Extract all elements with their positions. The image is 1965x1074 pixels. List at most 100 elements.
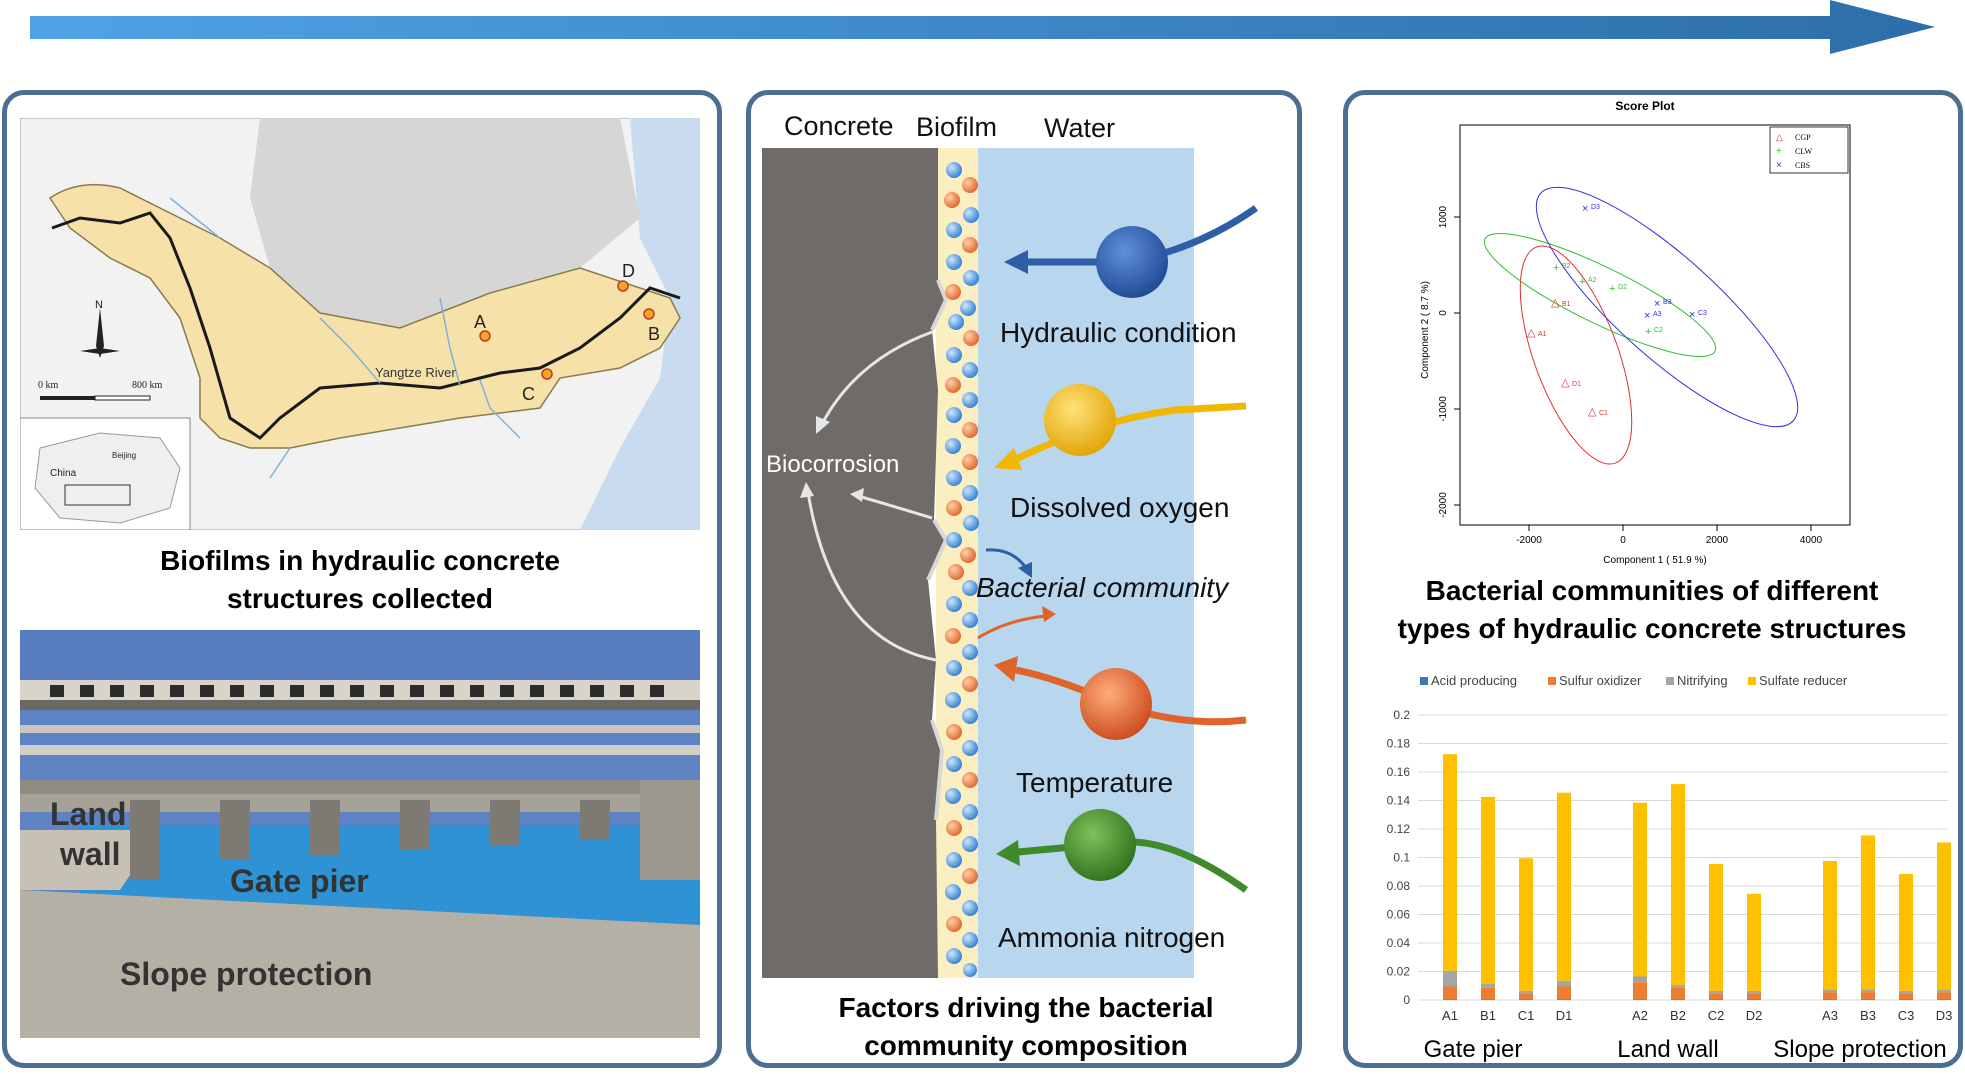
community-arrows [977,548,1056,640]
site-label-c: C [522,384,535,404]
score-plot-ylabel: Component 2 ( 8.7 %) [1420,281,1431,379]
bar-segment-sulfur-oxidizer-a1 [1443,986,1457,1000]
y-tick-label: 0.1 [1393,851,1410,865]
y-tick-label: 0.14 [1387,794,1411,808]
svg-text:B3: B3 [1663,299,1672,306]
bar-segment-acid-producing-a2 [1633,999,1647,1000]
bar-segment-acid-producing-d1 [1557,999,1571,1000]
bar-segment-sulfate-reducer-c1 [1519,858,1533,991]
site-marker-d [617,280,629,292]
oxygen-sphere-icon [1044,384,1116,456]
yangtze-river-line [51,211,681,440]
x-tick-4: 4000 [1800,535,1823,546]
bar-x-ticks: A1 B1 C1 D1 A2 B2 C2 D2 A3 B3 C3 D3 [1442,1008,1952,1023]
y-tick-3: -1000 [1438,396,1449,422]
score-plot-frame [1459,124,1851,526]
bar-segment-sulfur-oxidizer-b1 [1481,987,1495,1000]
svg-text:B2: B2 [1562,263,1571,270]
biofilm-diagram: Concrete Biofilm Water [762,111,1259,978]
y-tick-label: 0.18 [1387,737,1411,751]
x-tick-label-a3: A3 [1822,1008,1838,1023]
x-tick-label-a2: A2 [1632,1008,1648,1023]
bar-segment-sulfate-reducer-d2 [1747,893,1761,991]
legend-label-cgp: CGP [1795,133,1811,142]
bacterial-community-label: Bacterial community [976,572,1230,603]
svg-text:×: × [1689,309,1695,321]
bar-segment-nitrifying-c1 [1519,990,1533,994]
ellipse-cgp [1519,245,1633,465]
bar-segment-nitrifying-d2 [1747,990,1761,994]
group-label-land-wall: Land wall [1617,1036,1718,1063]
point-c2: + C2 [1645,326,1663,338]
x-tick-2: 0 [1620,535,1626,546]
bar-segment-nitrifying-b1 [1481,983,1495,988]
bar-segment-acid-producing-c3 [1899,999,1913,1000]
x-tick-1: -2000 [1516,535,1542,546]
header-water: Water [1044,113,1115,143]
bar-segment-sulfate-reducer-a3 [1823,861,1837,990]
bar-segment-sulfate-reducer-c3 [1899,873,1913,991]
y-tick-label: 0.2 [1393,708,1410,722]
panel1-caption: Biofilms in hydraulic concrete structure… [60,542,660,618]
score-plot: Score Plot -2000 0 2000 4000 1000 0 -100… [1420,99,1851,566]
svg-text:C2: C2 [1654,327,1663,334]
bar-segment-nitrifying-b2 [1671,985,1685,988]
legend-label-sulfate-reducer: Sulfate reducer [1759,673,1848,688]
site-marker-a [479,330,491,342]
bar-segment-sulfate-reducer-b1 [1481,796,1495,984]
svg-text:×: × [1582,203,1588,215]
svg-text:C3: C3 [1698,310,1707,317]
legend-symbol-clw: + [1776,146,1782,157]
svg-text:N: N [95,299,103,311]
x-tick-label-d1: D1 [1556,1008,1573,1023]
point-b2: + B2 [1553,262,1571,274]
north-arrow-icon: N [80,299,120,358]
header-biofilm: Biofilm [916,112,997,142]
svg-text:△: △ [1527,327,1536,339]
bar-segment-sulfur-oxidizer-c1 [1519,993,1533,1000]
legend-label-cbs: CBS [1795,161,1810,170]
point-c3: × C3 [1689,309,1707,321]
biocorrosion-label: Biocorrosion [766,451,899,478]
x-tick-label-c1: C1 [1518,1008,1535,1023]
x-tick-label-c2: C2 [1708,1008,1725,1023]
y-tick-1: 1000 [1438,205,1449,228]
legend-symbol-cbs: × [1776,160,1782,171]
y-tick-label: 0.06 [1387,908,1411,922]
point-d1: △ D1 [1561,377,1581,389]
x-tick-label-c3: C3 [1898,1008,1915,1023]
bar-y-ticks: 0 0.02 0.04 0.06 0.08 0.1 0.12 0.14 0.16 0.18 0.2 [1387,708,1411,1007]
biofilm-bacteria [944,162,979,977]
factor-label-ammonia: Ammonia nitrogen [998,922,1225,953]
svg-text:A3: A3 [1653,311,1662,318]
legend-swatch-acid-producing [1420,677,1428,685]
svg-text:+: + [1553,262,1559,274]
svg-text:800 km: 800 km [132,380,163,391]
bar-segment-sulfur-oxidizer-c2 [1709,993,1723,1000]
ammonia-sphere-icon [1064,809,1136,881]
legend-label-nitrifying: Nitrifying [1677,673,1728,688]
y-tick-label: 0.08 [1387,879,1411,893]
x-tick-3: 2000 [1706,535,1729,546]
concrete-layer [762,148,946,978]
hydraulic-sphere-icon [1096,226,1168,298]
point-d3: × D3 [1582,203,1600,215]
svg-text:D1: D1 [1572,381,1581,388]
group-label-gate-pier: Gate pier [1424,1036,1523,1063]
bar-series [1443,754,1951,1000]
bar-segment-acid-producing-d2 [1747,999,1761,1000]
svg-text:Beijing: Beijing [112,451,136,460]
bar-segment-sulfur-oxidizer-a2 [1633,982,1647,1000]
ellipse-cbs [1535,186,1799,428]
bar-segment-nitrifying-d1 [1557,980,1571,987]
bar-segment-acid-producing-b2 [1671,999,1685,1000]
score-plot-legend: △ CGP + CLW × CBS [1769,126,1849,174]
bar-legend: Acid producing Sulfur oxidizer Nitrifying S… [1420,673,1848,688]
svg-text:×: × [1654,298,1660,310]
bar-segment-acid-producing-c1 [1519,999,1533,1000]
svg-text:+: + [1645,326,1651,338]
bar-segment-sulfate-reducer-d1 [1557,792,1571,981]
factor-hydraulic-arrow [1004,205,1259,298]
slope-protection-label: Slope protection [120,956,372,992]
panel3-caption-line2: types of hydraulic concrete structures [1397,613,1907,644]
